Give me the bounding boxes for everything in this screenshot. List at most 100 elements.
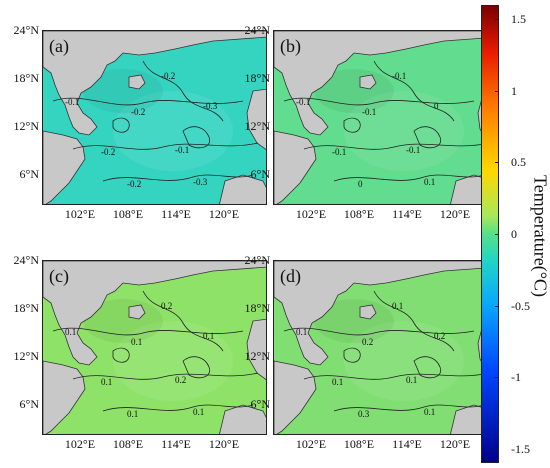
contour-line	[112, 117, 130, 133]
contour-label: -0.1	[406, 145, 421, 155]
colorbar-tick-label: 1	[511, 83, 517, 98]
contour-line	[343, 347, 361, 363]
panel-label: (a)	[49, 36, 69, 56]
lon-tick-label: 108°E	[112, 207, 144, 221]
contour-line	[182, 356, 211, 379]
lon-tick-label: 114°E	[161, 207, 191, 221]
lon-tick-label: 114°E	[161, 437, 191, 451]
lon-tick-label: 102°E	[295, 437, 327, 451]
colorbar-tick-mark	[495, 448, 499, 450]
contour-label: 0.3	[358, 409, 370, 419]
colorbar-title: Temperature(°C)	[530, 175, 550, 297]
colorbar-tick-mark	[495, 162, 499, 164]
contour-label: -0.2	[101, 147, 116, 157]
lon-tick-label: 114°E	[392, 437, 422, 451]
contour-label: 0.2	[434, 331, 446, 341]
contour-label: 0.1	[131, 337, 143, 347]
contour-label: -0.2	[127, 179, 142, 189]
lon-tick-label: 102°E	[64, 207, 96, 221]
colorbar-tick-label: 0	[511, 227, 517, 241]
contour-label: -0.1	[65, 97, 80, 107]
contour-line	[413, 126, 442, 149]
map-svg	[43, 261, 266, 434]
lat-tick-label: 24°N	[244, 23, 270, 37]
lon-tick-label: 120°E	[208, 437, 240, 451]
contour-label: 0.1	[406, 375, 418, 385]
contour-label: 0.1	[392, 301, 404, 311]
contour-line	[182, 126, 211, 149]
land-mass	[359, 304, 377, 320]
contour-line	[72, 142, 259, 150]
lon-tick-label: 102°E	[295, 207, 327, 221]
lat-tick-label: 24°N	[13, 253, 39, 267]
lat-tick-label: 6°N	[19, 167, 39, 181]
sea-patch	[344, 321, 464, 401]
colorbar-tick-mark	[495, 90, 499, 92]
colorbar-tick-label: -1.5	[511, 441, 530, 456]
contour-line	[52, 97, 244, 106]
contour-line	[102, 404, 254, 412]
lon-tick-label: 108°E	[343, 437, 375, 451]
lat-tick-label: 24°N	[13, 23, 39, 37]
map-panel-a: -0.1 -0.2 -0.3 -0.2 -0.1 -0.2 -0.3 -0.2 (a)	[42, 30, 267, 205]
contour-label: -0.1	[332, 147, 347, 157]
lon-tick-label: 120°E	[208, 207, 240, 221]
land-mass	[43, 31, 266, 136]
contour-line	[303, 372, 490, 380]
map-svg	[43, 31, 266, 204]
map-panel-d: 0.1 0.2 0.2 0.1 0.1 0.3 0.1 0.1 (d)	[273, 260, 498, 435]
contour-label: 0.1	[127, 409, 139, 419]
contour-line	[283, 97, 475, 106]
contour-label: 0.1	[203, 331, 215, 341]
lon-tick-label: 108°E	[112, 437, 144, 451]
lon-tick-label: 120°E	[439, 437, 471, 451]
contour-label: 0.1	[101, 377, 113, 387]
contour-label: -0.2	[131, 107, 146, 117]
contour-label: 0.2	[175, 375, 187, 385]
colorbar-tick-label: -0.5	[511, 298, 530, 313]
lon-tick-label: 114°E	[392, 207, 422, 221]
contour-line	[52, 327, 244, 336]
colorbar-tick-label: 0.5	[511, 155, 526, 170]
land-mass	[128, 74, 146, 90]
panel-label: (b)	[280, 36, 301, 56]
colorbar-tick-mark	[495, 234, 499, 235]
lat-tick-label: 6°N	[19, 397, 39, 411]
land-mass	[359, 74, 377, 90]
contour-line	[413, 356, 442, 379]
lat-tick-label: 18°N	[244, 71, 270, 85]
contour-line	[303, 142, 490, 150]
contour-line	[333, 404, 485, 412]
contour-label: -0.1	[392, 71, 407, 81]
lat-tick-label: 24°N	[244, 253, 270, 267]
colorbar-tick-mark	[495, 19, 499, 21]
lat-tick-label: 12°N	[244, 119, 270, 133]
land-mass	[219, 404, 266, 434]
lat-tick-label: 6°N	[250, 167, 270, 181]
contour-label: 0.2	[362, 337, 374, 347]
contour-line	[373, 60, 455, 122]
lat-tick-label: 18°N	[13, 301, 39, 315]
contour-line	[102, 174, 254, 182]
contour-line	[373, 290, 455, 352]
contour-label: 0.1	[332, 377, 344, 387]
lat-tick-label: 18°N	[13, 71, 39, 85]
panel-label: (d)	[280, 266, 301, 286]
map-panel-b: -0.1 -0.1 0 -0.1 -0.1 0 0.1 -0.1 (b)	[273, 30, 498, 205]
land-mass	[274, 31, 497, 136]
land-mass	[128, 304, 146, 320]
contour-line	[72, 372, 259, 380]
colorbar-tick-label: 1.5	[511, 12, 526, 27]
lon-tick-label: 102°E	[64, 437, 96, 451]
land-mass	[274, 360, 317, 434]
colorbar-tick-label: -1	[511, 370, 521, 385]
contour-label: -0.2	[161, 71, 176, 81]
land-mass	[43, 261, 266, 366]
lat-tick-label: 12°N	[13, 349, 39, 363]
contour-label: 0	[358, 179, 363, 189]
colorbar-tick-mark	[495, 377, 499, 379]
land-mass	[43, 130, 86, 204]
colorbar-tick-mark	[495, 305, 499, 307]
contour-label: 0.1	[296, 327, 308, 337]
sea-patch	[113, 321, 233, 401]
